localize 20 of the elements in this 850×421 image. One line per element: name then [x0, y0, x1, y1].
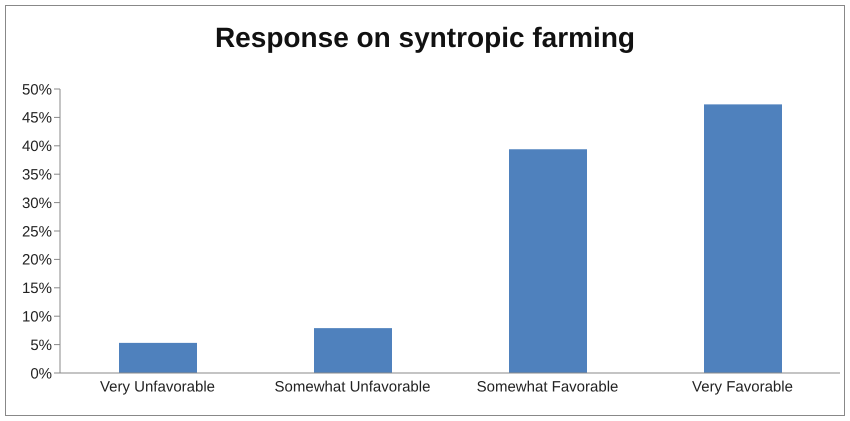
y-tick-label: 30% [22, 194, 52, 212]
x-tick-label: Very Favorable [692, 378, 793, 396]
y-tick-label: 15% [22, 280, 52, 298]
y-tick-label: 10% [22, 308, 52, 326]
y-tick-label: 20% [22, 252, 52, 269]
y-tick-label: 40% [22, 138, 52, 156]
y-tick-label: 0% [30, 365, 52, 382]
y-tick-label: 5% [30, 336, 52, 354]
bar [314, 328, 392, 373]
y-tick-label: 35% [22, 166, 52, 184]
x-tick-label: Somewhat Unfavorable [274, 378, 430, 396]
x-tick-label: Somewhat Favorable [476, 378, 618, 396]
y-tick-label: 45% [22, 110, 52, 127]
y-tick-label: 50% [22, 81, 52, 98]
x-tick-label: Very Unfavorable [100, 378, 216, 396]
y-tick-label: 25% [22, 223, 52, 240]
bar [119, 342, 197, 373]
chart-title: Response on syntropic farming [214, 22, 636, 54]
bar [509, 149, 587, 373]
bar [704, 104, 782, 373]
